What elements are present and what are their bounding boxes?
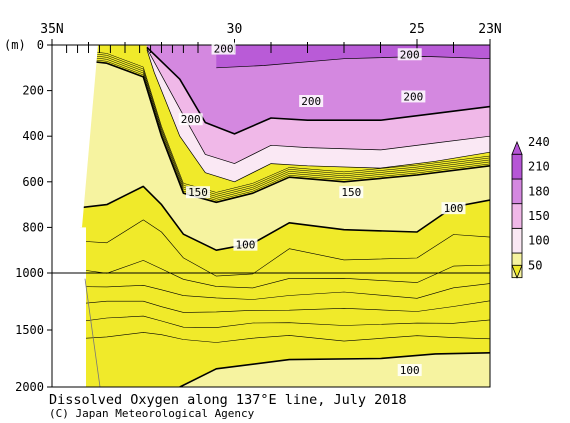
x-tick-label: 30 [227, 22, 243, 37]
x-tick-label: 35N [40, 22, 63, 37]
contour-100-deep [179, 352, 490, 387]
contour-label: 200 [400, 48, 420, 61]
seafloor-edge [84, 278, 101, 388]
colorbar-segment [511, 203, 523, 229]
contour-label-bg [401, 90, 426, 103]
contour-label-bg [299, 95, 324, 107]
no-data-column [80, 227, 86, 387]
contour-upper-4 [80, 52, 490, 195]
no-data-area [80, 45, 98, 228]
contour-thin-3 [80, 283, 490, 300]
y-tick-label: 1500 [15, 323, 44, 337]
region-100-150 [80, 60, 490, 251]
x-tick-label: 23N [478, 22, 501, 37]
contour-thin-6 [80, 332, 490, 343]
contour-label: 200 [403, 90, 423, 103]
contour-label-bg [397, 48, 422, 61]
contour-upper-1 [80, 57, 490, 201]
colorbar-bottom-arrow [511, 264, 523, 279]
y-tick-label: 400 [22, 129, 44, 143]
colorbar-label: 210 [528, 160, 550, 174]
contour-label-bg [339, 186, 364, 199]
contour-label: 200 [181, 113, 201, 126]
contour-thin-4 [80, 300, 490, 313]
colorbar-label: 150 [528, 209, 550, 223]
contour-label-bg [211, 42, 236, 55]
region-100-150-deep [179, 352, 490, 387]
contour-label-bg [178, 113, 203, 126]
colorbar-top-arrow [511, 140, 523, 155]
y-tick-label: 600 [22, 175, 44, 189]
chart-credit: (C) Japan Meteorological Agency [49, 407, 255, 420]
y-tick-label: 800 [22, 220, 44, 234]
colorbar-label: 240 [528, 135, 550, 149]
y-tick-label: 0 [37, 38, 44, 52]
contour-label: 150 [341, 186, 361, 199]
contour-thin-2 [80, 260, 490, 289]
contour-label: 100 [236, 239, 256, 252]
y-unit-label: (m) [4, 38, 26, 52]
contour-label: 150 [188, 186, 208, 199]
y-tick-label: 1000 [15, 266, 44, 280]
contour-upper-2 [80, 55, 490, 199]
y-tick-label: 200 [22, 84, 44, 98]
colorbar-label: 100 [528, 234, 550, 248]
contour-thin-5 [80, 315, 490, 328]
chart-title: Dissolved Oxygen along 137°E line, July … [49, 392, 407, 408]
colorbar-segment [511, 178, 523, 205]
contour-label: 200 [301, 95, 321, 108]
contour-label-bg [233, 238, 258, 251]
contour-upper-3 [80, 54, 490, 197]
contour-240 [216, 56, 490, 69]
x-tick-label: 25 [409, 22, 425, 37]
contour-160 [146, 49, 490, 183]
contour-thin-1 [80, 219, 490, 277]
colorbar-label: 180 [528, 184, 550, 198]
contour-label: 100 [400, 364, 420, 377]
contour-label: 200 [214, 43, 234, 56]
y-tick-label: 2000 [15, 380, 44, 394]
contour-200 [146, 46, 490, 135]
contour-label: 100 [444, 202, 464, 215]
colorbar-label: 50 [528, 258, 542, 272]
colorbar-segment [511, 153, 523, 180]
contour-label-bg [186, 186, 210, 199]
contour-label-bg [397, 364, 422, 377]
contour-label-bg [441, 202, 466, 215]
contour-upper-5 [80, 50, 490, 193]
contour-150 [80, 59, 490, 204]
colorbar-segment [511, 227, 523, 254]
